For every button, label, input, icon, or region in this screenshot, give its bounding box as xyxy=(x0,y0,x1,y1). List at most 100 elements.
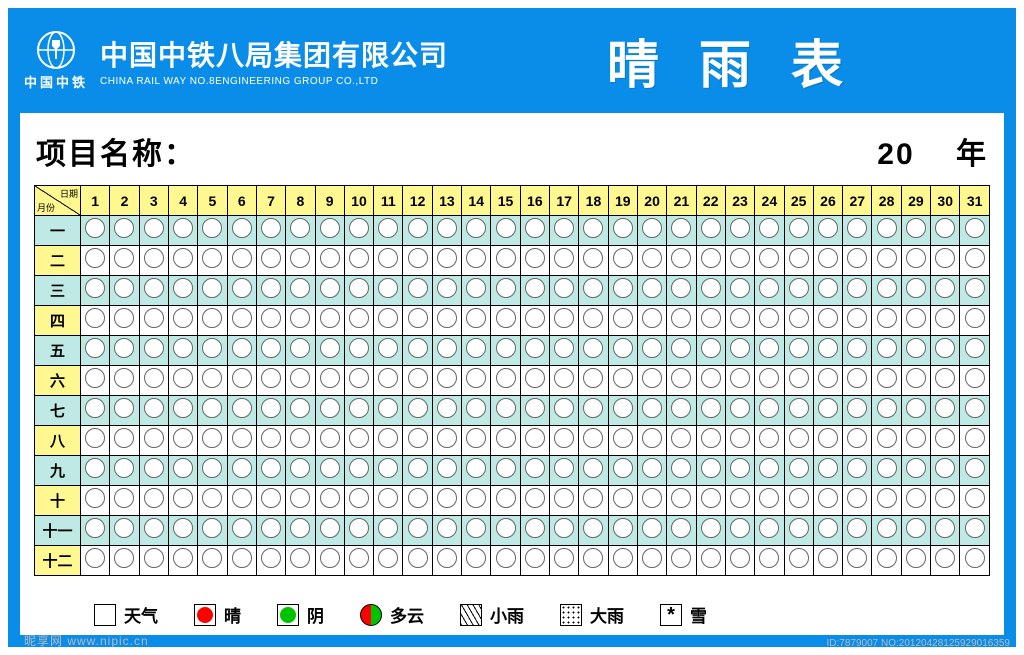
weather-cell[interactable] xyxy=(344,366,373,396)
weather-cell[interactable] xyxy=(491,366,520,396)
weather-cell[interactable] xyxy=(755,306,784,336)
weather-cell[interactable] xyxy=(227,396,256,426)
weather-cell[interactable] xyxy=(843,246,872,276)
weather-cell[interactable] xyxy=(344,336,373,366)
weather-cell[interactable] xyxy=(520,426,549,456)
weather-cell[interactable] xyxy=(872,336,901,366)
weather-cell[interactable] xyxy=(344,216,373,246)
weather-cell[interactable] xyxy=(432,336,461,366)
weather-cell[interactable] xyxy=(374,516,403,546)
weather-cell[interactable] xyxy=(667,486,696,516)
weather-cell[interactable] xyxy=(344,276,373,306)
weather-cell[interactable] xyxy=(403,546,432,576)
weather-cell[interactable] xyxy=(667,336,696,366)
weather-cell[interactable] xyxy=(960,426,990,456)
weather-cell[interactable] xyxy=(901,546,930,576)
weather-cell[interactable] xyxy=(462,516,491,546)
weather-cell[interactable] xyxy=(227,456,256,486)
weather-cell[interactable] xyxy=(608,336,637,366)
weather-cell[interactable] xyxy=(491,336,520,366)
weather-cell[interactable] xyxy=(725,516,754,546)
weather-cell[interactable] xyxy=(579,516,608,546)
weather-cell[interactable] xyxy=(696,426,725,456)
weather-cell[interactable] xyxy=(168,456,197,486)
weather-cell[interactable] xyxy=(344,516,373,546)
weather-cell[interactable] xyxy=(550,546,579,576)
weather-cell[interactable] xyxy=(491,486,520,516)
weather-cell[interactable] xyxy=(931,246,960,276)
weather-cell[interactable] xyxy=(520,396,549,426)
weather-cell[interactable] xyxy=(872,246,901,276)
weather-cell[interactable] xyxy=(813,486,842,516)
weather-cell[interactable] xyxy=(315,306,344,336)
weather-cell[interactable] xyxy=(960,216,990,246)
weather-cell[interactable] xyxy=(256,456,285,486)
weather-cell[interactable] xyxy=(139,546,168,576)
weather-cell[interactable] xyxy=(960,516,990,546)
weather-cell[interactable] xyxy=(667,276,696,306)
weather-cell[interactable] xyxy=(931,276,960,306)
weather-cell[interactable] xyxy=(198,336,227,366)
weather-cell[interactable] xyxy=(520,216,549,246)
weather-cell[interactable] xyxy=(81,546,110,576)
weather-cell[interactable] xyxy=(139,516,168,546)
weather-cell[interactable] xyxy=(725,246,754,276)
weather-cell[interactable] xyxy=(960,306,990,336)
weather-cell[interactable] xyxy=(110,216,139,246)
weather-cell[interactable] xyxy=(198,366,227,396)
weather-cell[interactable] xyxy=(315,516,344,546)
weather-cell[interactable] xyxy=(344,426,373,456)
weather-cell[interactable] xyxy=(843,216,872,246)
weather-cell[interactable] xyxy=(256,426,285,456)
weather-cell[interactable] xyxy=(256,216,285,246)
weather-cell[interactable] xyxy=(198,546,227,576)
weather-cell[interactable] xyxy=(462,396,491,426)
weather-cell[interactable] xyxy=(667,546,696,576)
weather-cell[interactable] xyxy=(81,216,110,246)
weather-cell[interactable] xyxy=(667,246,696,276)
weather-cell[interactable] xyxy=(696,216,725,246)
weather-cell[interactable] xyxy=(81,396,110,426)
weather-cell[interactable] xyxy=(637,336,666,366)
weather-cell[interactable] xyxy=(432,546,461,576)
weather-cell[interactable] xyxy=(901,306,930,336)
weather-cell[interactable] xyxy=(843,276,872,306)
weather-cell[interactable] xyxy=(667,306,696,336)
weather-cell[interactable] xyxy=(608,426,637,456)
weather-cell[interactable] xyxy=(286,246,315,276)
weather-cell[interactable] xyxy=(755,276,784,306)
weather-cell[interactable] xyxy=(872,216,901,246)
weather-cell[interactable] xyxy=(931,426,960,456)
weather-cell[interactable] xyxy=(901,486,930,516)
weather-cell[interactable] xyxy=(227,516,256,546)
weather-cell[interactable] xyxy=(403,486,432,516)
weather-cell[interactable] xyxy=(813,336,842,366)
weather-cell[interactable] xyxy=(168,336,197,366)
weather-cell[interactable] xyxy=(755,486,784,516)
weather-cell[interactable] xyxy=(931,486,960,516)
weather-cell[interactable] xyxy=(374,216,403,246)
weather-cell[interactable] xyxy=(462,426,491,456)
weather-cell[interactable] xyxy=(872,276,901,306)
weather-cell[interactable] xyxy=(81,306,110,336)
weather-cell[interactable] xyxy=(872,396,901,426)
weather-cell[interactable] xyxy=(550,306,579,336)
weather-cell[interactable] xyxy=(81,366,110,396)
weather-cell[interactable] xyxy=(579,246,608,276)
weather-cell[interactable] xyxy=(491,246,520,276)
weather-cell[interactable] xyxy=(755,246,784,276)
weather-cell[interactable] xyxy=(813,516,842,546)
weather-cell[interactable] xyxy=(784,246,813,276)
weather-cell[interactable] xyxy=(813,276,842,306)
weather-cell[interactable] xyxy=(286,516,315,546)
weather-cell[interactable] xyxy=(462,276,491,306)
weather-cell[interactable] xyxy=(725,396,754,426)
weather-cell[interactable] xyxy=(227,306,256,336)
weather-cell[interactable] xyxy=(931,546,960,576)
weather-cell[interactable] xyxy=(110,366,139,396)
weather-cell[interactable] xyxy=(110,456,139,486)
weather-cell[interactable] xyxy=(725,336,754,366)
weather-cell[interactable] xyxy=(81,336,110,366)
weather-cell[interactable] xyxy=(579,306,608,336)
weather-cell[interactable] xyxy=(696,396,725,426)
